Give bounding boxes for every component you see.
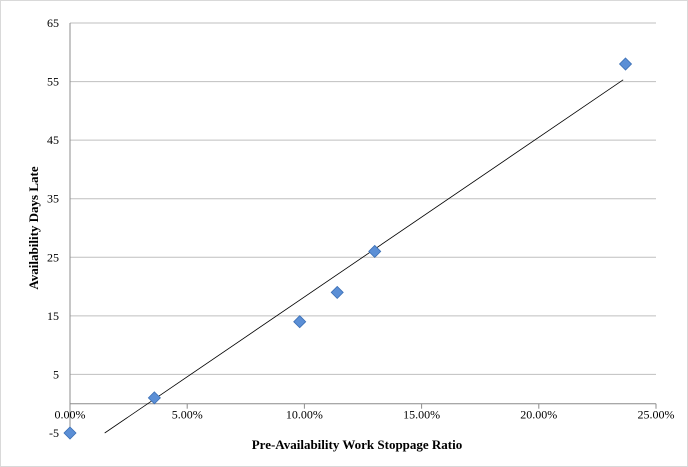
- y-tick-label: -5: [49, 426, 59, 440]
- x-axis-title: Pre-Availability Work Stoppage Ratio: [252, 437, 463, 452]
- data-point: [63, 426, 77, 440]
- x-tick-label: 25.00%: [638, 408, 675, 422]
- axes: [69, 23, 657, 433]
- y-axis-title: Availability Days Late: [26, 166, 41, 289]
- x-tick-label: 20.00%: [520, 408, 557, 422]
- y-tick-label: 15: [47, 309, 59, 323]
- y-tick-label: 5: [53, 367, 59, 381]
- data-point: [147, 391, 161, 405]
- x-tick-label: 5.00%: [172, 408, 203, 422]
- y-tick-label: 55: [47, 75, 59, 89]
- x-tick-labels: 0.00% 5.00% 10.00% 15.00% 20.00% 25.00%: [55, 408, 675, 422]
- y-tick-label: 65: [47, 16, 59, 30]
- x-tick-label: 0.00%: [55, 408, 86, 422]
- data-points: [63, 57, 633, 440]
- data-point: [330, 285, 344, 299]
- data-point: [618, 57, 633, 71]
- data-point: [368, 244, 382, 258]
- trendline: [104, 79, 624, 434]
- x-tick-label: 10.00%: [286, 408, 323, 422]
- gridlines: [70, 22, 656, 375]
- x-tick-label: 15.00%: [403, 408, 440, 422]
- y-tick-label: 35: [47, 192, 59, 206]
- data-point: [293, 315, 307, 329]
- y-tick-label: 25: [47, 250, 59, 264]
- trendline-group: [104, 79, 624, 434]
- y-tick-label: 45: [47, 133, 59, 147]
- y-tick-labels: -5 5 15 25 35 45 55 65: [47, 16, 59, 440]
